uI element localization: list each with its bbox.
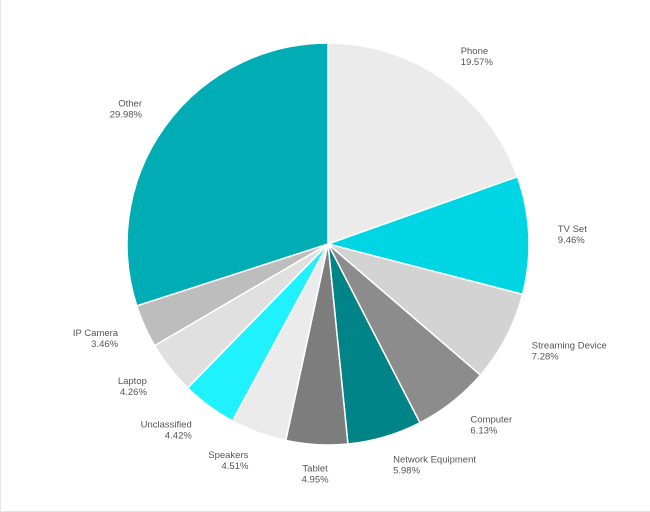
slice-percent: 6.13% bbox=[470, 426, 497, 437]
slice-category: Phone bbox=[461, 46, 488, 57]
pie-slice-phone[interactable] bbox=[327, 42, 519, 245]
slice-percent: 5.98% bbox=[393, 466, 420, 477]
slice-category: TV Set bbox=[558, 224, 587, 235]
slice-label-tablet: Tablet 4.95% bbox=[302, 464, 329, 486]
pie-slice-other[interactable] bbox=[126, 42, 329, 307]
slice-percent: 4.26% bbox=[120, 387, 147, 398]
slice-category: Tablet bbox=[302, 464, 328, 475]
slice-category: IP Camera bbox=[73, 328, 119, 339]
slice-label-speakers: Speakers 4.51% bbox=[208, 450, 249, 472]
slice-label-computer: Computer 6.13% bbox=[470, 415, 512, 437]
slice-percent: 3.46% bbox=[91, 339, 118, 350]
slice-category: Laptop bbox=[118, 376, 147, 387]
slice-percent: 4.42% bbox=[165, 430, 192, 441]
slice-category: Network Equipment bbox=[393, 455, 476, 466]
slice-percent: 7.28% bbox=[532, 352, 559, 363]
slice-percent: 19.57% bbox=[461, 57, 494, 68]
slice-category: Computer bbox=[470, 415, 512, 426]
slice-percent: 4.51% bbox=[221, 461, 248, 472]
slice-label-tv-set: TV Set 9.46% bbox=[558, 224, 587, 246]
slice-label-ip-camera: IP Camera 3.46% bbox=[73, 328, 119, 350]
pie-slices bbox=[126, 42, 530, 446]
slice-percent: 9.46% bbox=[558, 235, 585, 246]
slice-label-other: Other 29.98% bbox=[110, 99, 143, 121]
pie-labels: Phone 19.57% TV Set 9.46% Streaming Device 7.… bbox=[73, 46, 607, 486]
slice-label-laptop: Laptop 4.26% bbox=[118, 376, 148, 398]
slice-category: Unclassified bbox=[141, 419, 192, 430]
slice-label-streaming-device: Streaming Device 7.28% bbox=[532, 341, 607, 363]
slice-percent: 4.95% bbox=[302, 475, 329, 486]
slice-category: Other bbox=[118, 99, 142, 110]
slice-label-phone: Phone 19.57% bbox=[461, 46, 494, 68]
slice-label-network-equipment: Network Equipment 5.98% bbox=[393, 455, 476, 477]
slice-category: Speakers bbox=[208, 450, 248, 461]
slice-category: Streaming Device bbox=[532, 341, 607, 352]
slice-percent: 29.98% bbox=[110, 110, 143, 121]
pie-slice-tv-set[interactable] bbox=[327, 176, 530, 296]
slice-label-unclassified: Unclassified 4.42% bbox=[141, 419, 193, 441]
